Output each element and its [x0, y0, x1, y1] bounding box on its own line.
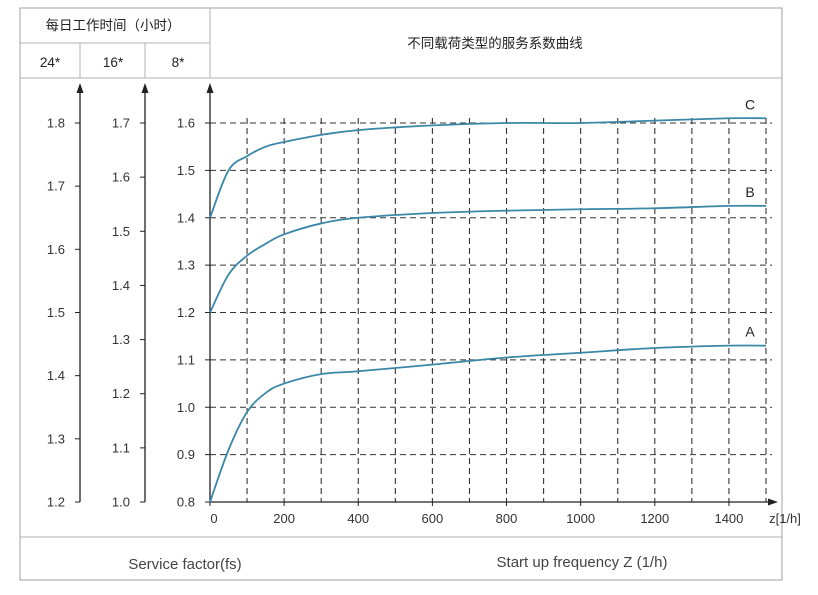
- y-tick-label: 1.7: [47, 179, 65, 194]
- y-tick-label: 1.0: [177, 400, 195, 415]
- y-axis-arrow-icon: [141, 83, 149, 93]
- y-tick-label: 1.1: [177, 352, 195, 367]
- y-tick-label: 1.2: [47, 495, 65, 510]
- y-tick-label: 1.2: [112, 386, 130, 401]
- y-axis-arrow-icon: [206, 83, 214, 93]
- x-tick-label: 1200: [640, 511, 669, 526]
- x-axis-label: z[1/h]: [769, 511, 801, 526]
- y-axis-arrow-icon: [76, 83, 84, 93]
- x-tick-label: 600: [422, 511, 444, 526]
- y-tick-label: 1.4: [47, 368, 65, 383]
- x-tick-label: 800: [496, 511, 518, 526]
- y-tick-label: 1.5: [112, 224, 130, 239]
- y-tick-label: 1.3: [177, 258, 195, 273]
- chart-title: 不同载荷类型的服务系数曲线: [407, 36, 583, 51]
- y-tick-label: 1.2: [177, 305, 195, 320]
- tick-label-layer: 1.2 1.3 1.4 1.5 1.6 1.7 1.8 1.0 1.1 1.2 1.3 1.4 1.5 1…: [47, 116, 801, 527]
- x-tick-label: 1000: [566, 511, 595, 526]
- y-tick-label: 1.3: [112, 332, 130, 347]
- x-tick-label: 400: [347, 511, 369, 526]
- y-tick-label: 1.6: [47, 242, 65, 257]
- y-tick-label: 1.1: [112, 440, 130, 455]
- series-label-b: B: [745, 184, 754, 200]
- series-line-b: [209, 204, 767, 313]
- service-factor-label: Service factor(fs): [128, 556, 241, 573]
- y-tick-label: 1.4: [112, 278, 130, 293]
- table-frame: [19, 7, 783, 581]
- y-tick-label: 1.6: [112, 170, 130, 185]
- x-tick-label: 0: [210, 511, 217, 526]
- y-tick-label: 1.5: [47, 305, 65, 320]
- x-tick-label: 200: [273, 511, 295, 526]
- hours-8-label: 8*: [172, 55, 186, 70]
- hours-per-day-title: 每日工作时间（小时）: [46, 18, 181, 33]
- x-tick-label: 1400: [714, 511, 743, 526]
- hours-24-label: 24*: [40, 55, 61, 70]
- hours-16-label: 16*: [103, 55, 124, 70]
- y-tick-label: 0.8: [177, 495, 195, 510]
- series-line-c: [209, 117, 767, 219]
- y-tick-label: 1.3: [47, 431, 65, 446]
- y-tick-label: 1.5: [177, 163, 195, 178]
- series-layer: A B C: [209, 96, 767, 503]
- x-axis-arrow-icon: [768, 498, 778, 506]
- y-tick-label: 1.8: [47, 116, 65, 131]
- series-line-a: [209, 344, 767, 503]
- y-tick-label: 0.9: [177, 447, 195, 462]
- series-label-c: C: [745, 96, 755, 112]
- axis-layer: [75, 83, 778, 506]
- y-tick-label: 1.0: [112, 495, 130, 510]
- series-label-a: A: [745, 324, 755, 340]
- y-tick-label: 1.7: [112, 116, 130, 131]
- y-tick-label: 1.6: [177, 116, 195, 131]
- y-tick-label: 1.4: [177, 210, 195, 225]
- grid-layer: [210, 118, 772, 502]
- start-up-frequency-label: Start up frequency Z (1/h): [497, 554, 668, 571]
